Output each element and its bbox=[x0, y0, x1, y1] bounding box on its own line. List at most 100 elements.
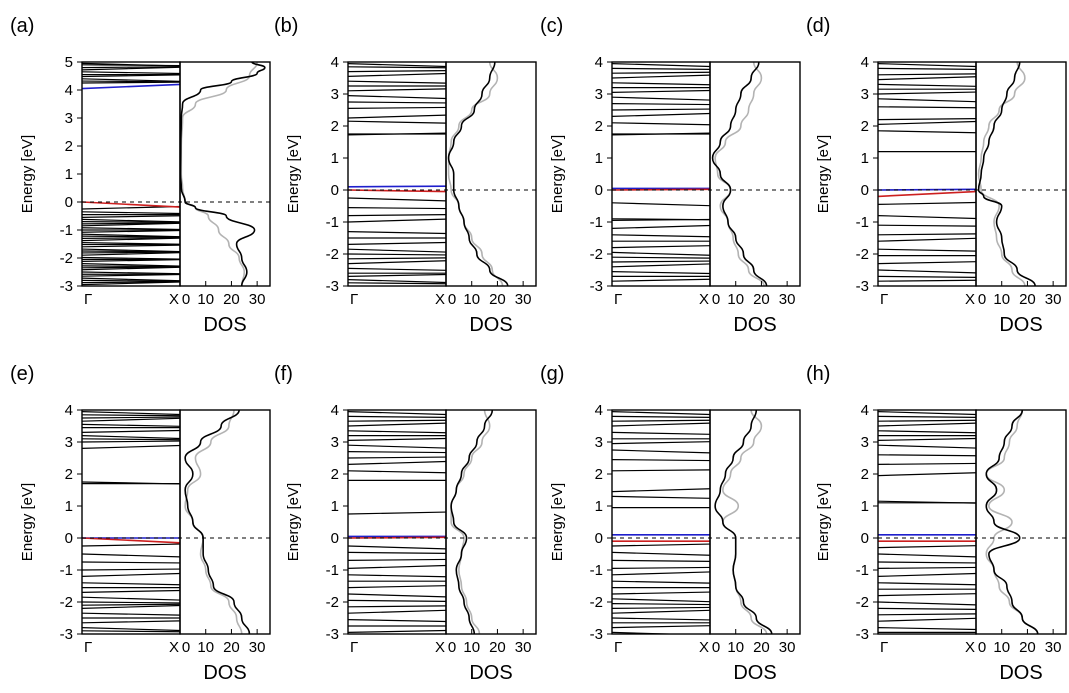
band-line bbox=[348, 66, 447, 69]
y-tick-label: 3 bbox=[861, 434, 869, 451]
band-line bbox=[82, 252, 181, 256]
y-tick-label: 1 bbox=[595, 498, 603, 515]
y-tick-label: 3 bbox=[595, 434, 603, 451]
band-line bbox=[348, 106, 447, 109]
band-line bbox=[82, 236, 181, 239]
dos-frame bbox=[179, 409, 271, 635]
band-line bbox=[878, 98, 977, 103]
y-tick-label: 1 bbox=[65, 498, 73, 515]
band-line bbox=[348, 70, 447, 73]
band-line bbox=[612, 603, 711, 606]
dos-frame bbox=[445, 409, 537, 635]
y-axis-label: Energy [eV] bbox=[815, 135, 832, 213]
dos-frame bbox=[179, 61, 271, 287]
dos-x-tick-label: 30 bbox=[779, 639, 796, 656]
band-line bbox=[612, 108, 711, 111]
y-tick-label: 0 bbox=[861, 530, 869, 547]
band-line bbox=[348, 267, 447, 271]
band-line bbox=[878, 269, 977, 274]
band-line bbox=[348, 88, 447, 92]
band-line bbox=[82, 222, 181, 227]
y-tick-label: 0 bbox=[595, 182, 603, 199]
band-line bbox=[82, 266, 181, 271]
band-line bbox=[878, 67, 977, 70]
band-line bbox=[82, 215, 181, 218]
band-line bbox=[348, 218, 447, 223]
dos-frame bbox=[709, 61, 801, 287]
x-tick-label-x: X bbox=[965, 291, 975, 308]
band-line bbox=[82, 281, 181, 286]
y-tick-label: 4 bbox=[861, 402, 869, 419]
band-line bbox=[348, 411, 447, 416]
y-axis-label: Energy [eV] bbox=[285, 135, 302, 213]
band-line bbox=[348, 551, 447, 554]
band-line bbox=[348, 511, 447, 515]
band-line bbox=[612, 256, 711, 259]
band-line bbox=[348, 273, 447, 277]
band-line bbox=[82, 263, 181, 267]
y-axis-label: Energy [eV] bbox=[549, 135, 566, 213]
y-tick-label: 1 bbox=[331, 150, 339, 167]
dos-axis-label: DOS bbox=[733, 314, 776, 336]
y-tick-label: -2 bbox=[326, 246, 339, 263]
y-tick-label: 0 bbox=[861, 182, 869, 199]
x-tick-label-gamma: Γ bbox=[880, 639, 888, 656]
band-line bbox=[348, 558, 447, 561]
band-line bbox=[348, 260, 447, 265]
band-line bbox=[82, 429, 181, 433]
band-line bbox=[878, 430, 977, 434]
band-line bbox=[348, 430, 447, 434]
band-line bbox=[348, 419, 447, 422]
x-tick-label-x: X bbox=[699, 291, 709, 308]
band-line bbox=[612, 74, 711, 79]
x-tick-label-x: X bbox=[435, 291, 445, 308]
dos-curve-reference bbox=[985, 410, 1039, 634]
band-line bbox=[348, 599, 447, 602]
band-line bbox=[612, 559, 711, 562]
band-line bbox=[82, 251, 181, 254]
band-line bbox=[878, 201, 977, 205]
band-line bbox=[612, 411, 711, 416]
x-tick-label-gamma: Γ bbox=[84, 291, 92, 308]
band-line bbox=[348, 574, 447, 578]
band-line bbox=[878, 83, 977, 87]
dos-curve-reference bbox=[977, 62, 1026, 286]
dos-curve-total bbox=[977, 62, 1036, 286]
band-frame bbox=[877, 61, 977, 287]
band-line-blue bbox=[82, 83, 181, 90]
band-line bbox=[82, 604, 181, 609]
band-line bbox=[82, 66, 181, 71]
y-tick-label: -2 bbox=[326, 594, 339, 611]
band-line bbox=[82, 596, 181, 601]
band-line bbox=[82, 221, 181, 224]
band-line bbox=[348, 444, 447, 449]
band-line bbox=[82, 81, 181, 84]
dos-x-tick-label: 30 bbox=[249, 291, 266, 308]
band-line bbox=[612, 82, 711, 86]
band-line bbox=[878, 76, 977, 81]
band-line bbox=[348, 120, 447, 124]
dos-axis-label: DOS bbox=[469, 314, 512, 336]
band-line bbox=[348, 605, 447, 608]
dos-curve-reference bbox=[180, 62, 258, 286]
band-line bbox=[878, 601, 977, 606]
y-tick-label: -1 bbox=[590, 562, 603, 579]
band-line bbox=[878, 454, 977, 457]
band-line bbox=[612, 598, 711, 603]
band-line bbox=[82, 71, 181, 75]
band-line bbox=[348, 619, 447, 623]
dos-x-tick-label: 10 bbox=[727, 291, 744, 308]
y-tick-label: -3 bbox=[60, 626, 73, 643]
band-line bbox=[878, 215, 977, 220]
dos-x-tick-label: 0 bbox=[448, 291, 456, 308]
dos-x-tick-label: 10 bbox=[197, 291, 214, 308]
y-tick-label: 2 bbox=[331, 118, 339, 135]
band-line bbox=[612, 580, 711, 584]
band-line bbox=[82, 64, 181, 67]
dos-x-tick-label: 20 bbox=[1019, 639, 1036, 656]
plot-area bbox=[878, 410, 1066, 634]
y-tick-label: 4 bbox=[861, 54, 869, 71]
dos-curve-reference bbox=[722, 410, 768, 634]
